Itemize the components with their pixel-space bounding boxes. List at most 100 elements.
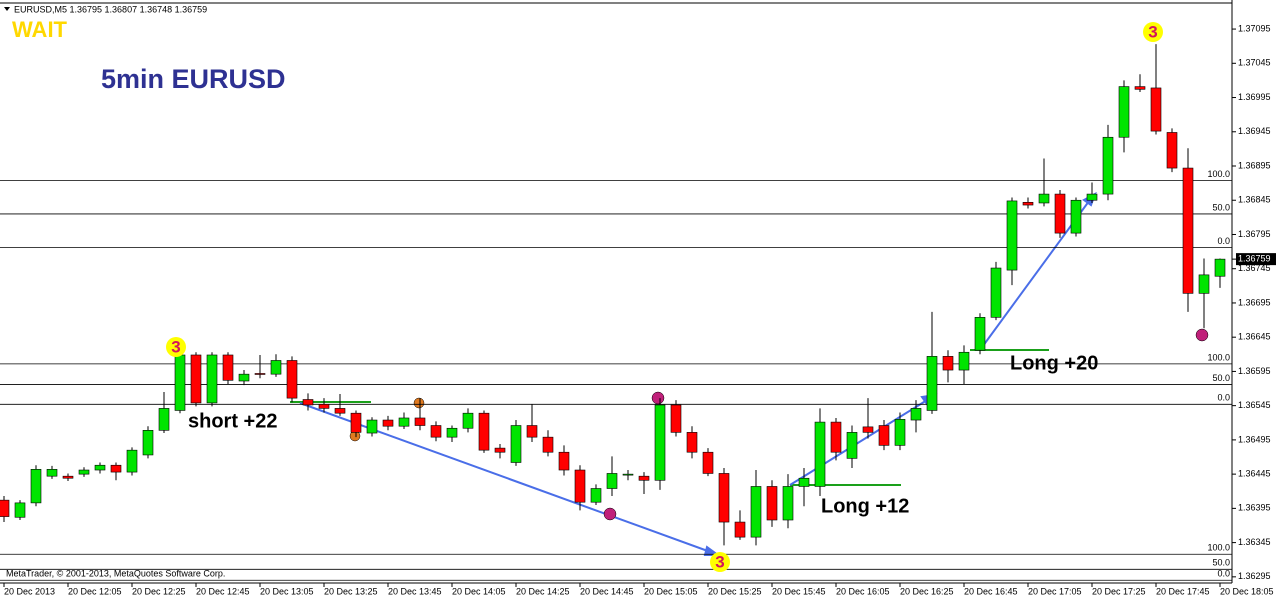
candle-body xyxy=(974,317,986,351)
candle-body xyxy=(350,412,362,433)
candle-body xyxy=(1070,199,1082,234)
y-tick-label: 1.36495 xyxy=(1238,434,1271,444)
candle-body xyxy=(1054,193,1066,234)
signal-marker xyxy=(710,552,730,572)
signal-icon xyxy=(603,507,617,521)
x-tick-label: 20 Dec 13:05 xyxy=(260,586,314,596)
candle-body xyxy=(878,425,890,446)
y-tick-label: 1.36345 xyxy=(1238,537,1271,547)
trend-arrow xyxy=(789,396,933,486)
x-tick-label: 20 Dec 12:25 xyxy=(132,586,186,596)
candle-body xyxy=(1150,87,1162,132)
fib-label: 0.0 xyxy=(1217,236,1230,246)
candle-body xyxy=(318,403,330,409)
candle-body xyxy=(94,464,106,471)
candle-body xyxy=(190,354,202,404)
y-tick-label: 1.36695 xyxy=(1238,297,1271,307)
candle-body xyxy=(238,373,250,382)
fib-label: 50.0 xyxy=(1212,558,1230,568)
x-tick-label: 20 Dec 13:45 xyxy=(388,586,442,596)
x-tick-label: 20 Dec 16:25 xyxy=(900,586,954,596)
x-tick-label: 20 Dec 14:25 xyxy=(516,586,570,596)
candle-body xyxy=(462,412,474,429)
annotation: Long +12 xyxy=(821,495,909,517)
candle-body xyxy=(366,419,378,434)
y-tick-label: 1.37045 xyxy=(1238,58,1271,68)
y-tick-label: 1.36395 xyxy=(1238,503,1271,513)
y-tick-label: 1.36595 xyxy=(1238,366,1271,376)
y-tick-label: 1.36995 xyxy=(1238,92,1271,102)
candle-body xyxy=(558,451,570,471)
x-tick-label: 20 Dec 13:25 xyxy=(324,586,378,596)
fib-label: 50.0 xyxy=(1212,202,1230,212)
candle-body xyxy=(270,360,282,375)
candle-body xyxy=(334,408,346,414)
candle-body xyxy=(430,425,442,438)
candle-body xyxy=(910,408,922,421)
candle-body xyxy=(814,421,826,487)
status: WAIT xyxy=(12,17,68,42)
candle-body xyxy=(62,475,74,479)
fib-label: 100.0 xyxy=(1207,543,1230,553)
candle-body xyxy=(1214,258,1226,277)
candle-body xyxy=(302,399,314,406)
candle-body xyxy=(14,502,26,518)
x-tick-label: 20 Dec 15:25 xyxy=(708,586,762,596)
header: EURUSD,M5 1.36795 1.36807 1.36748 1.3675… xyxy=(14,4,207,14)
signal-label: 3 xyxy=(715,552,724,571)
candle-body xyxy=(142,430,154,456)
annotation: Long +20 xyxy=(1010,352,1098,374)
candle-body xyxy=(846,432,858,459)
x-tick-label: 20 Dec 17:05 xyxy=(1028,586,1082,596)
candle-body xyxy=(686,432,698,453)
y-tick-label: 1.36795 xyxy=(1238,229,1271,239)
x-tick-label: 20 Dec 15:45 xyxy=(772,586,826,596)
signal-icon xyxy=(1195,328,1209,342)
candle-body xyxy=(382,419,394,427)
candle-body xyxy=(750,486,762,538)
signal-label: 3 xyxy=(171,337,180,356)
arrow-head xyxy=(703,545,722,556)
y-tick-label: 1.36445 xyxy=(1238,469,1271,479)
candle-body xyxy=(942,356,954,371)
candle-body xyxy=(542,436,554,453)
candle-body xyxy=(622,473,634,476)
signal-label: 3 xyxy=(1148,22,1157,41)
candle-body xyxy=(766,486,778,521)
signal-icons xyxy=(349,328,1209,521)
candle-body xyxy=(1102,136,1114,195)
chart-title: 5min EURUSD xyxy=(101,64,286,94)
x-tick-label: 20 Dec 17:25 xyxy=(1092,586,1146,596)
candle-body xyxy=(1134,86,1146,90)
candle-body xyxy=(0,499,10,517)
candle-body xyxy=(1182,167,1194,294)
candle-body xyxy=(574,469,586,503)
candle-body xyxy=(1022,201,1034,206)
candle-body xyxy=(254,373,266,375)
x-tick-label: 20 Dec 12:05 xyxy=(68,586,122,596)
candle-body xyxy=(990,267,1002,318)
candle-body xyxy=(46,469,58,477)
candle-body xyxy=(398,417,410,427)
candle-body xyxy=(174,354,186,411)
candle-body xyxy=(126,449,138,473)
x-tick-label: 20 Dec 2013 xyxy=(4,586,55,596)
candle-body xyxy=(606,473,618,489)
candle-body xyxy=(958,351,970,371)
candle-body xyxy=(158,408,170,431)
candle-body xyxy=(654,404,666,481)
signal-marker xyxy=(166,337,186,357)
candle-body xyxy=(1198,274,1210,294)
fib-label: 0.0 xyxy=(1217,569,1230,579)
fib-label: 100.0 xyxy=(1207,169,1230,179)
y-tick-label: 1.36645 xyxy=(1238,332,1271,342)
current-price-box xyxy=(1236,253,1276,266)
candle-body xyxy=(478,412,490,451)
menu-arrow xyxy=(4,7,10,11)
x-tick-label: 20 Dec 14:45 xyxy=(580,586,634,596)
candle-body xyxy=(110,464,122,473)
y-tick-label: 1.36895 xyxy=(1238,160,1271,170)
candle-body xyxy=(670,404,682,433)
y-tick-label: 1.36295 xyxy=(1238,571,1271,581)
candle-body xyxy=(446,427,458,438)
